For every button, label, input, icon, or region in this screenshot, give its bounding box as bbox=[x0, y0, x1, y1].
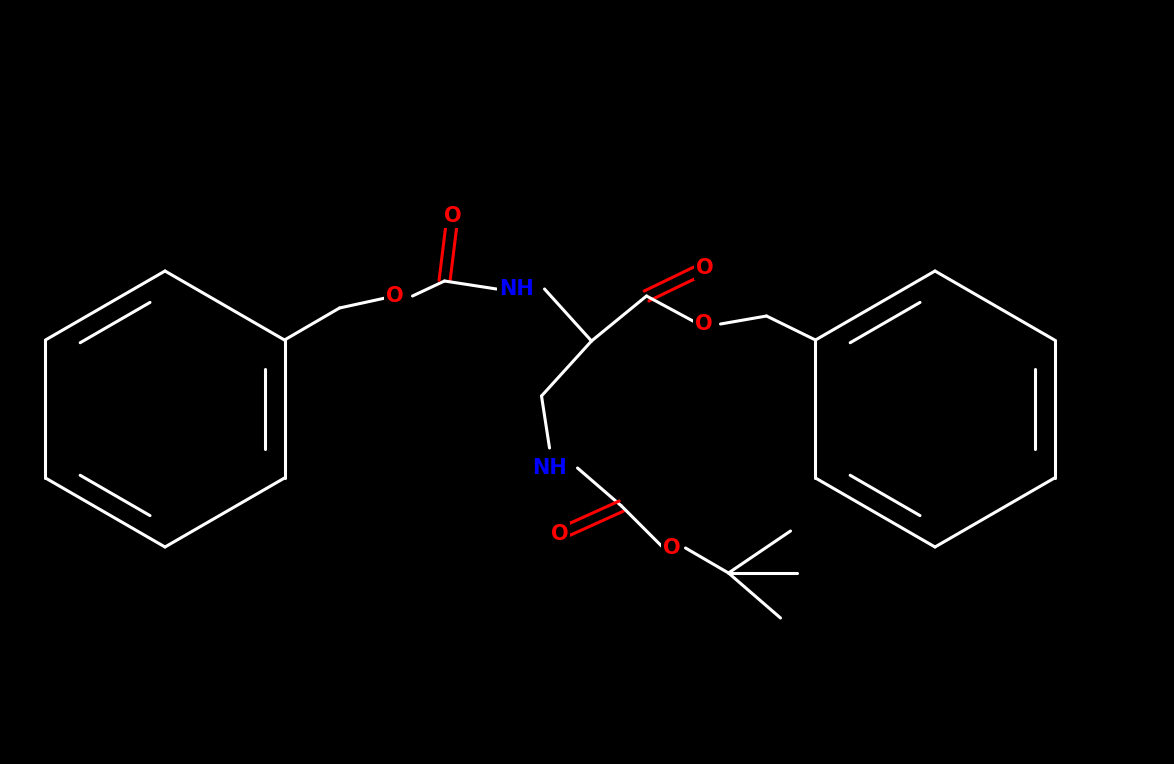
Text: NH: NH bbox=[499, 279, 534, 299]
Text: O: O bbox=[695, 314, 713, 334]
Text: O: O bbox=[551, 524, 568, 544]
Text: O: O bbox=[662, 538, 680, 558]
Text: O: O bbox=[444, 206, 461, 226]
Text: O: O bbox=[696, 258, 714, 278]
Text: O: O bbox=[386, 286, 404, 306]
Text: NH: NH bbox=[532, 458, 567, 478]
